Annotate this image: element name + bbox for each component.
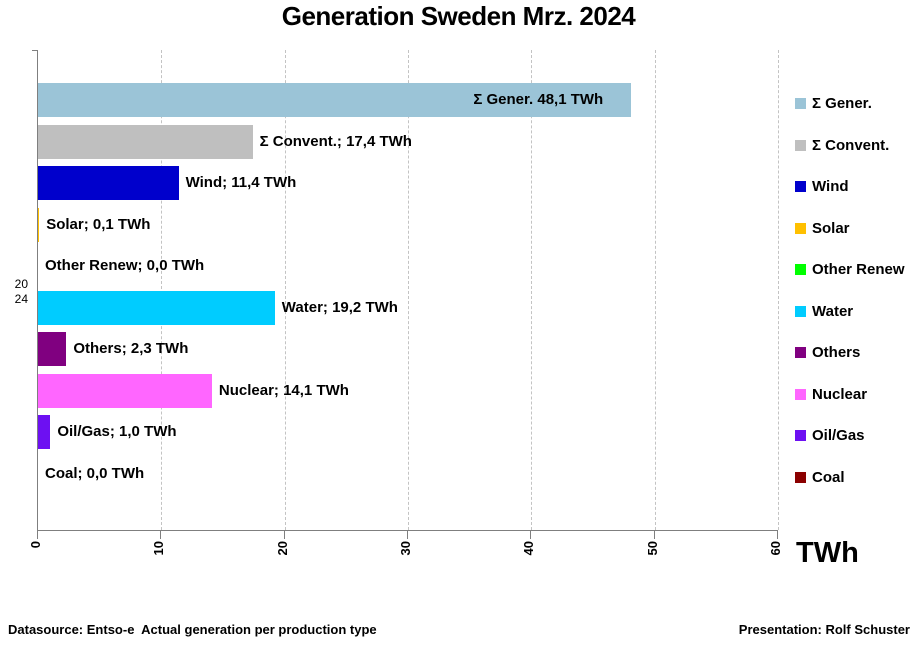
legend-label: Wind [812, 178, 849, 196]
y-axis-top-tick [32, 50, 38, 51]
bar-solar [38, 207, 40, 242]
x-axis-tick-label-20: 20 [274, 541, 290, 556]
gridline-60 [778, 50, 779, 530]
legend-item: Σ Gener. [795, 83, 917, 125]
x-axis-tick-50 [653, 531, 655, 539]
x-axis-tick-label-30: 30 [398, 541, 413, 556]
legend-swatch [795, 98, 806, 110]
bar-label: Solar; 0,1 TWh [46, 215, 151, 233]
legend-swatch [795, 222, 806, 234]
legend-swatch [795, 430, 806, 442]
legend-label: Σ Gener. [812, 95, 872, 113]
category-label-line1: 20 [14, 277, 28, 291]
bar-label: Water; 19,2 TWh [281, 298, 398, 316]
legend-label: Others [812, 344, 861, 362]
chart-title: Generation Sweden Mrz. 2024 [281, 1, 636, 31]
presentation-credit: Presentation: Rolf Schuster [738, 622, 910, 637]
legend-item: Solar [795, 208, 917, 250]
gridline-50 [654, 50, 656, 530]
legend-swatch [795, 347, 806, 359]
legend-label: Oil/Gas [812, 427, 865, 445]
x-axis-tick-label-10: 10 [151, 541, 167, 556]
legend-item: Other Renew [795, 249, 917, 291]
bar-label: Σ Gener. 48,1 TWh [473, 91, 604, 108]
legend-item: Coal [795, 457, 917, 499]
legend-label: Other Renew [812, 261, 905, 279]
x-axis-tick-30 [407, 531, 408, 539]
legend-label: Σ Convent. [812, 136, 890, 154]
gridline-30 [408, 50, 409, 530]
x-axis-tick-label-0: 0 [28, 541, 43, 549]
legend-item: Oil/Gas [795, 415, 917, 457]
x-axis-tick-label-40: 40 [521, 541, 537, 556]
bar-water [38, 290, 275, 325]
legend-swatch [795, 388, 806, 400]
category-label-line2: 24 [14, 292, 28, 306]
bar-label: Coal; 0,0 TWh [45, 464, 145, 482]
gridline-40 [531, 50, 533, 530]
legend-item: Wind [795, 166, 917, 208]
bar-nuclear [38, 373, 212, 408]
bar-label: Σ Convent.; 17,4 TWh [259, 132, 412, 150]
legend-swatch [795, 181, 806, 193]
x-axis-tick-20 [283, 531, 285, 539]
legend-swatch [795, 471, 806, 483]
legend-label: Nuclear [812, 385, 868, 403]
x-axis-line [37, 530, 778, 531]
bar-label: Nuclear; 14,1 TWh [218, 381, 349, 399]
bar---gener- [38, 83, 632, 117]
bar-others [38, 332, 67, 366]
legend-swatch [795, 139, 806, 151]
gridline-20 [284, 50, 286, 530]
bar-label: Wind; 11,4 TWh [185, 174, 297, 191]
gridline-10 [161, 50, 163, 530]
x-axis-tick-60 [777, 531, 778, 539]
legend: Σ Gener. Σ Convent. Wind Solar Other Renew Wa… [795, 83, 917, 498]
bar-label: Oil/Gas; 1,0 TWh [57, 423, 177, 440]
legend-swatch [795, 264, 806, 276]
x-axis-tick-0 [37, 531, 38, 539]
legend-label: Coal [812, 468, 845, 486]
y-axis-category-label: 20 24 [0, 277, 28, 307]
datasource-note: Datasource: Entso-e Actual generation pe… [8, 622, 377, 637]
plot-area: Σ Gener. 48,1 TWh Σ Convent.; 17,4 TWh Win… [37, 50, 779, 530]
x-axis-title: TWh [796, 537, 859, 569]
bar-label: Others; 2,3 TWh [73, 340, 189, 357]
legend-swatch [795, 305, 806, 317]
bar-oil-gas [38, 415, 51, 449]
bar---convent- [38, 124, 253, 159]
legend-item: Water [795, 291, 917, 333]
legend-label: Water [812, 302, 854, 320]
legend-item: Others [795, 332, 917, 374]
x-axis-tick-10 [160, 531, 162, 539]
bar-wind [38, 166, 179, 200]
x-axis-tick-label-60: 60 [768, 541, 783, 556]
bar-label: Other Renew; 0,0 TWh [45, 257, 205, 274]
legend-item: Σ Convent. [795, 125, 917, 167]
x-axis-tick-40 [530, 531, 532, 539]
legend-item: Nuclear [795, 374, 917, 416]
x-axis-tick-label-50: 50 [644, 541, 660, 556]
legend-label: Solar [812, 219, 850, 237]
